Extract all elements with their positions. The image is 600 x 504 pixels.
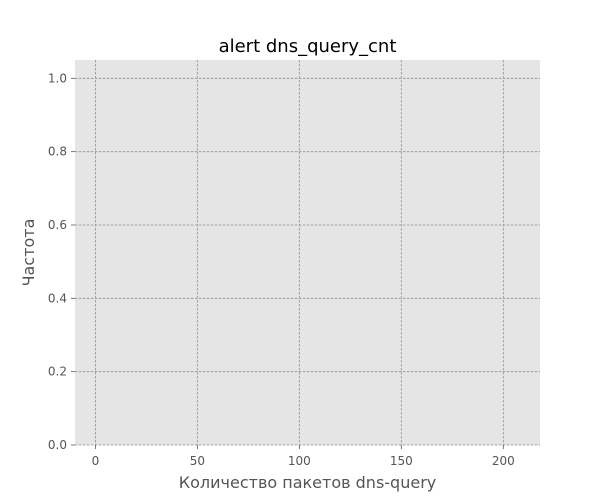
y-tick-label: 0.2 bbox=[48, 365, 67, 379]
y-axis-title: Частота bbox=[19, 219, 38, 287]
x-tick-label: 150 bbox=[390, 454, 413, 468]
ticks-layer: 0 50 100 150 200 0.0 0.2 0.4 0.6 0.8 1.0 bbox=[48, 71, 515, 468]
x-axis-title: Количество пакетов dns-query bbox=[179, 473, 436, 492]
plot-background bbox=[75, 60, 540, 445]
grid-layer bbox=[75, 60, 540, 446]
y-tick-label: 1.0 bbox=[48, 71, 67, 85]
y-tick-label: 0.4 bbox=[48, 291, 67, 305]
x-tick-label: 100 bbox=[288, 454, 311, 468]
y-tick-label: 0.8 bbox=[48, 145, 67, 159]
x-tick-label: 200 bbox=[492, 454, 515, 468]
y-tick-label: 0.6 bbox=[48, 218, 67, 232]
chart-title: alert dns_query_cnt bbox=[219, 36, 397, 57]
x-tick-label: 50 bbox=[190, 454, 205, 468]
y-tick-label: 0.0 bbox=[48, 438, 67, 452]
x-tick-label: 0 bbox=[92, 454, 100, 468]
